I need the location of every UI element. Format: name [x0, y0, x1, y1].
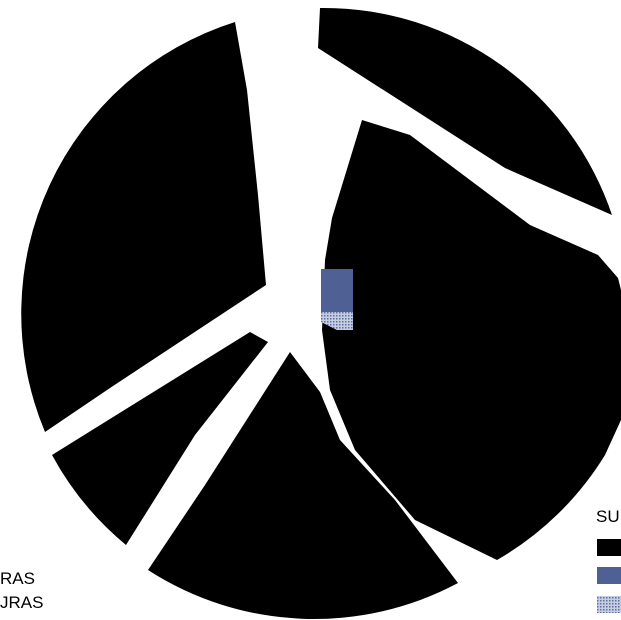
- pie-slice-upper-right: [318, 7, 612, 215]
- pie-slice-left: [21, 22, 266, 432]
- pie-slice-right: [322, 120, 621, 560]
- legend-swatch-blue: [597, 567, 621, 584]
- legend-swatch-black: [597, 539, 621, 556]
- legend-title: SU: [596, 507, 620, 526]
- pie-slices: [21, 7, 621, 619]
- legend-swatch-dotted: [597, 596, 621, 613]
- pie-slice-small-blue: [321, 269, 353, 312]
- pie-slice-small-dotted: [321, 312, 353, 330]
- pie-slice-bottom: [148, 352, 458, 619]
- pie-slice-lower-left: [52, 332, 268, 545]
- legend: SU: [596, 507, 621, 613]
- side-label-jras: JRAS: [0, 593, 43, 612]
- side-label-ras: RAS: [0, 569, 35, 588]
